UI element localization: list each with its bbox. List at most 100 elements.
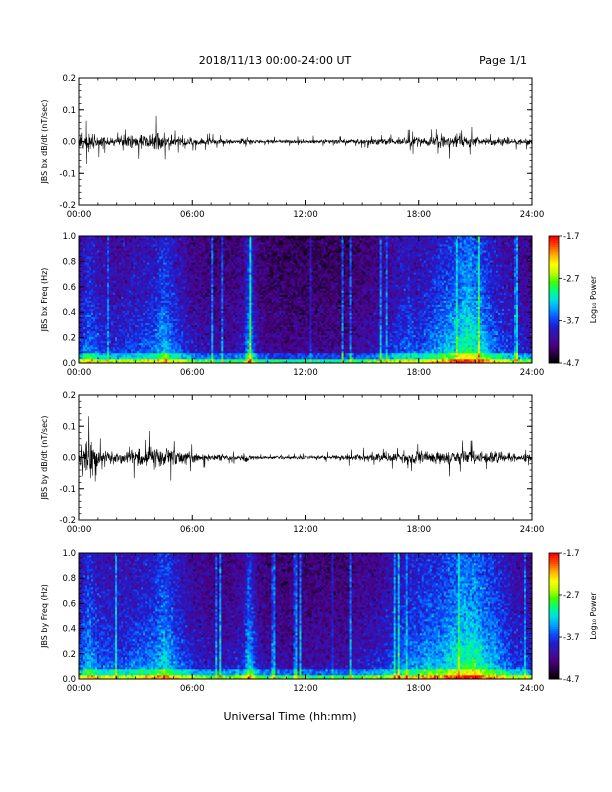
- spectrogram-cell: [171, 330, 174, 334]
- spectrogram-cell: [199, 308, 202, 311]
- spectrogram-cell: [213, 250, 216, 253]
- spectrogram-cell: [169, 336, 172, 340]
- spectrogram-cell: [161, 342, 164, 346]
- spectrogram-cell: [131, 280, 134, 283]
- spectrogram-cell: [229, 240, 232, 243]
- spectrogram-cell: [221, 256, 224, 259]
- spectrogram-cell: [165, 238, 168, 241]
- spectrogram-cell: [155, 330, 158, 334]
- spectrogram-cell: [115, 326, 118, 330]
- spectrogram-cell: [189, 334, 192, 338]
- spectrogram-cell: [117, 236, 120, 239]
- spectrogram-cell: [231, 252, 234, 255]
- spectrogram-cell: [157, 294, 160, 297]
- spectrogram-cell: [179, 278, 182, 281]
- spectrogram-cell: [197, 342, 200, 346]
- spectrogram-cell: [107, 340, 110, 344]
- spectrogram-cell: [195, 314, 198, 317]
- spectrogram-cell: [205, 288, 208, 291]
- spectrogram-cell: [113, 310, 116, 313]
- spectrogram-cell: [153, 248, 156, 251]
- spectrogram-cell: [109, 342, 112, 346]
- spectrogram-cell: [165, 252, 168, 255]
- spectrogram-cell: [153, 342, 156, 346]
- spectrogram-cell: [91, 288, 94, 291]
- spectrogram-cell: [187, 266, 190, 269]
- spectrogram-cell: [163, 246, 166, 249]
- spectrogram-cell: [159, 318, 162, 322]
- spectrogram-cell: [225, 358, 228, 362]
- spectrogram-cell: [177, 328, 180, 332]
- spectrogram-cell: [211, 266, 214, 269]
- spectrogram-cell: [103, 286, 106, 289]
- spectrogram-cell: [79, 316, 82, 319]
- spectrogram-cell: [121, 294, 124, 297]
- spectrogram-cell: [79, 342, 82, 346]
- spectrogram-cell: [89, 336, 92, 340]
- spectrogram-cell: [145, 320, 148, 324]
- spectrogram-cell: [183, 238, 186, 241]
- spectrogram-cell: [171, 320, 174, 324]
- spectrogram-cell: [101, 348, 104, 352]
- spectrogram-cell: [205, 332, 208, 336]
- spectrogram-cell: [177, 280, 180, 283]
- spectrogram-cell: [101, 238, 104, 241]
- spectrogram-cell: [179, 292, 182, 295]
- spectrogram-cell: [179, 256, 182, 259]
- spectrogram-cell: [197, 284, 200, 287]
- spectrogram-cell: [227, 258, 230, 261]
- spectrogram-cell: [155, 324, 158, 328]
- spectrogram-cell: [193, 338, 196, 342]
- spectrogram-cell: [143, 254, 146, 257]
- spectrogram-cell: [135, 272, 138, 275]
- spectrogram-cell: [155, 280, 158, 283]
- spectrogram-cell: [163, 300, 166, 303]
- spectrogram-cell: [151, 330, 154, 334]
- spectrogram-cell: [113, 346, 116, 350]
- spectrogram-cell: [187, 294, 190, 297]
- spectrogram-cell: [97, 250, 100, 253]
- spectrogram-cell: [147, 300, 150, 303]
- spectrogram-cell: [225, 318, 228, 322]
- spectrogram-cell: [221, 314, 224, 317]
- spectrogram-cell: [231, 248, 234, 251]
- spectrogram-cell: [219, 294, 222, 297]
- spectrogram-cell: [187, 248, 190, 251]
- spectrogram-cell: [117, 360, 120, 364]
- spectrogram-cell: [105, 272, 108, 275]
- spectrogram-cell: [99, 242, 102, 245]
- spectrogram-cell: [167, 252, 170, 255]
- spectrogram-cell: [231, 322, 234, 326]
- spectrogram-cell: [125, 306, 128, 309]
- spectrogram-cell: [93, 332, 96, 336]
- spectrogram-cell: [153, 354, 156, 358]
- spectrogram-cell: [101, 304, 104, 307]
- spectrogram-cell: [181, 348, 184, 352]
- spectrogram-cell: [135, 248, 138, 251]
- spectrogram-cell: [79, 298, 82, 301]
- spectrogram-cell: [159, 294, 162, 297]
- spectrogram-cell: [199, 278, 202, 281]
- spectrogram-cell: [199, 240, 202, 243]
- spectrogram-cell: [189, 254, 192, 257]
- spectrogram-cell: [217, 310, 220, 313]
- spectrogram-cell: [181, 324, 184, 328]
- spectrogram-cell: [225, 354, 228, 358]
- spectrogram-cell: [79, 348, 82, 352]
- spectrogram-cell: [89, 282, 92, 285]
- spectrogram-cell: [231, 250, 234, 253]
- spectrogram-cell: [231, 312, 234, 315]
- spectrogram-cell: [155, 252, 158, 255]
- spectrogram-cell: [147, 240, 150, 243]
- spectrogram-cell: [197, 352, 200, 356]
- spectrogram-cell: [139, 240, 142, 243]
- spectrogram-cell: [197, 270, 200, 273]
- spectrogram-cell: [97, 256, 100, 259]
- spectrogram-cell: [233, 352, 236, 356]
- spectrogram-cell: [199, 252, 202, 255]
- spectrogram-cell: [201, 266, 204, 269]
- spectrogram-cell: [125, 298, 128, 301]
- spectrogram-cell: [119, 330, 122, 334]
- spectrogram-cell: [89, 352, 92, 356]
- spectrogram-cell: [189, 344, 192, 348]
